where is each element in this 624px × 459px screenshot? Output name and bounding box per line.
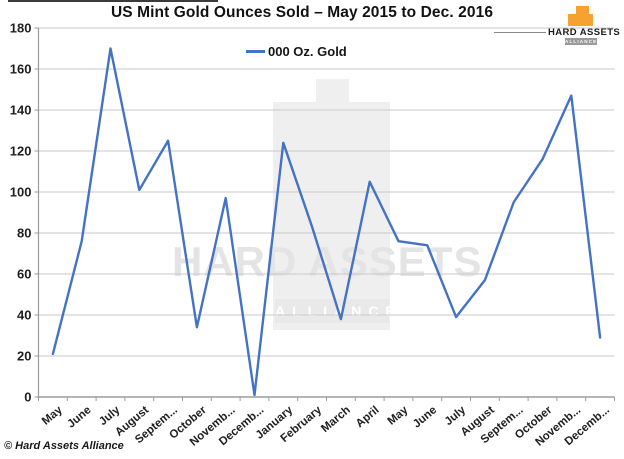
vault-icon (568, 14, 593, 26)
x-axis-tick-label: May (386, 404, 411, 428)
logo-rule-line (494, 32, 546, 33)
x-axis-tick-label: May (40, 404, 65, 428)
y-axis-tick-label: 160 (10, 62, 32, 77)
vault-icon-top (576, 6, 589, 14)
y-axis-tick-label: 140 (10, 103, 32, 118)
y-axis-tick-label: 120 (10, 144, 32, 159)
chart-title: US Mint Gold Ounces Sold – May 2015 to D… (110, 4, 494, 21)
y-axis-tick-label: 0 (24, 390, 31, 405)
x-axis-tick-label: June (65, 404, 93, 430)
x-axis-tick-label: June (411, 404, 439, 430)
cropped-edge-artifact (8, 0, 218, 2)
chart-legend: 000 Oz. Gold (246, 44, 347, 59)
y-axis-tick-label: 60 (17, 267, 31, 282)
y-axis-tick-label: 100 (10, 185, 32, 200)
y-axis-tick-label: 20 (17, 349, 31, 364)
x-axis-tick-label: April (354, 404, 382, 430)
gold-ounces-series-line (51, 47, 602, 397)
logo-alliance-badge: ALLIANCE (565, 38, 598, 45)
brand-logo: HARD ASSETS ALLIANCE (494, 5, 622, 47)
x-axis-tick-label: March (319, 404, 353, 435)
y-axis-tick-label: 80 (17, 226, 31, 241)
legend-line-swatch (246, 50, 265, 53)
watermark-vault-shape-top (316, 79, 349, 102)
copyright-text: © Hard Assets Alliance (4, 440, 124, 452)
logo-brand-text: HARD ASSETS (548, 27, 621, 38)
y-axis-tick-label: 180 (10, 21, 32, 36)
legend-label: 000 Oz. Gold (268, 44, 347, 59)
y-axis-tick-label: 40 (17, 308, 31, 323)
